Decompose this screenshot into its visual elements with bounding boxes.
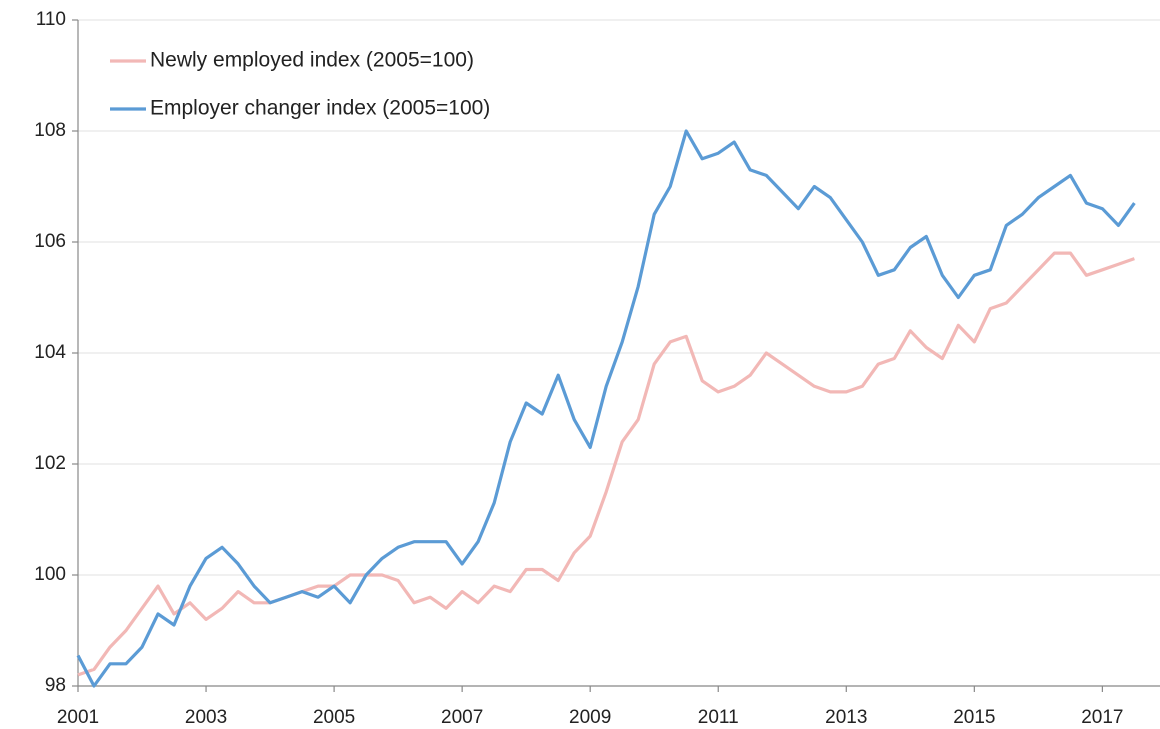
series-line: [76, 129, 1136, 688]
x-tick-label: 2011: [698, 707, 739, 728]
y-tick-label: 98: [45, 675, 66, 696]
x-tick-label: 2001: [57, 707, 99, 728]
y-tick-label: 108: [34, 120, 66, 141]
x-tick-label: 2005: [313, 707, 355, 728]
y-tick-label: 106: [34, 231, 66, 252]
x-tick-label: 2003: [185, 707, 227, 728]
series-line: [77, 251, 1135, 677]
x-tick-label: 2013: [825, 707, 867, 728]
y-tick-label: 100: [34, 564, 66, 585]
x-tick-label: 2007: [441, 707, 483, 728]
x-tick-label: 2015: [953, 707, 995, 728]
legend-label: Employer changer index (2005=100): [150, 97, 490, 120]
x-tick-label: 2009: [569, 707, 611, 728]
y-tick-label: 102: [34, 453, 66, 474]
x-tick-label: 2017: [1081, 707, 1123, 728]
y-tick-label: 110: [36, 9, 66, 30]
legend-label: Newly employed index (2005=100): [150, 49, 474, 72]
y-tick-label: 104: [34, 342, 66, 363]
